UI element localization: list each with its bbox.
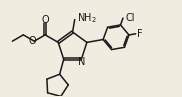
Text: F: F	[137, 29, 143, 39]
Text: Cl: Cl	[125, 13, 135, 23]
Text: NH$_2$: NH$_2$	[77, 12, 97, 26]
Text: O: O	[28, 36, 36, 46]
Text: N: N	[78, 57, 86, 67]
Text: O: O	[41, 16, 49, 26]
